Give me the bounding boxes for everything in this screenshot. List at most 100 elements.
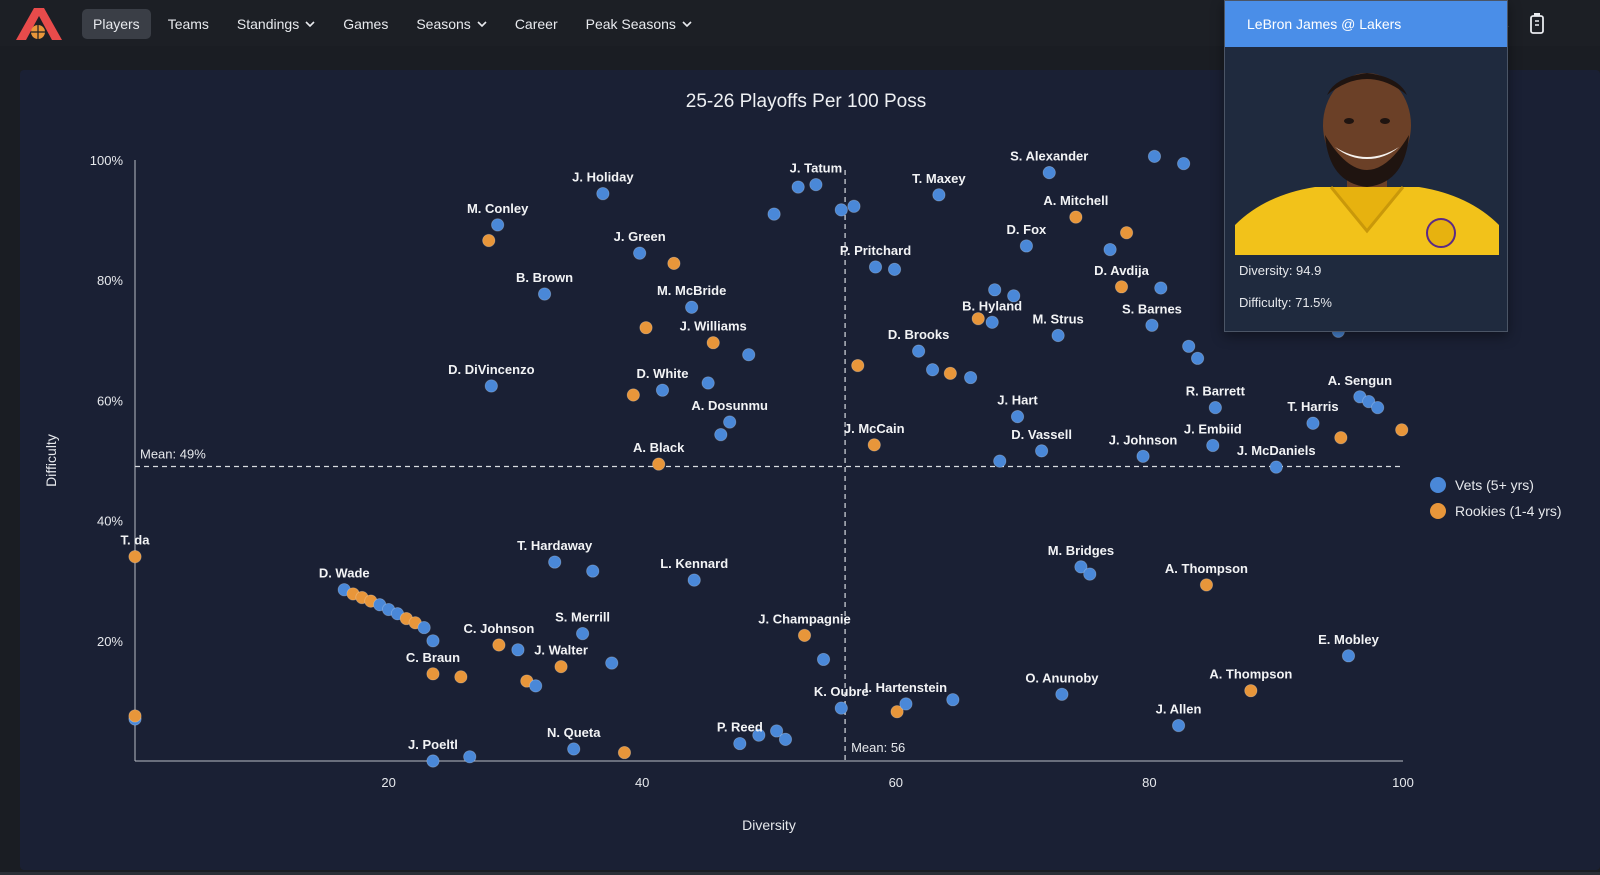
point-label: D. Avdija xyxy=(1094,263,1149,278)
data-point xyxy=(742,348,756,362)
data-point xyxy=(1190,351,1205,365)
data-point xyxy=(652,457,666,471)
point-label: M. Strus xyxy=(1032,311,1083,326)
data-point xyxy=(596,187,610,201)
data-point xyxy=(1042,166,1056,180)
data-point xyxy=(851,358,865,373)
data-point xyxy=(454,670,468,684)
point-label: D. Brooks xyxy=(888,327,949,342)
data-point xyxy=(809,178,823,192)
x-axis-label: Diversity xyxy=(742,817,796,833)
data-point xyxy=(1208,401,1222,415)
nav-item-label: Games xyxy=(343,16,389,32)
legend-item-vets[interactable]: Vets (5+ yrs) xyxy=(1430,472,1562,498)
nav-item-standings[interactable]: Standings xyxy=(226,9,326,39)
data-point xyxy=(964,370,978,385)
nav-item-label: Peak Seasons xyxy=(585,16,676,32)
data-point xyxy=(925,363,940,377)
point-label: N. Queta xyxy=(547,725,601,740)
data-point xyxy=(714,428,728,442)
chevron-down-icon xyxy=(305,21,315,27)
data-point xyxy=(537,287,552,301)
data-point xyxy=(617,745,632,760)
data-point xyxy=(1136,449,1150,463)
point-label: I. Hartenstein xyxy=(865,680,947,695)
logo-icon[interactable] xyxy=(14,6,64,42)
data-point xyxy=(1334,431,1348,445)
legend-item-rookies[interactable]: Rookies (1-4 yrs) xyxy=(1430,498,1562,524)
point-label: S. Barnes xyxy=(1122,301,1182,316)
nav-item-peak-seasons[interactable]: Peak Seasons xyxy=(575,9,703,39)
nav-item-seasons[interactable]: Seasons xyxy=(405,9,497,39)
data-point xyxy=(778,732,793,746)
point-label: T. da xyxy=(121,533,151,548)
point-label: P. Pritchard xyxy=(840,243,911,258)
point-label: J. Poeltl xyxy=(408,737,458,752)
point-label: A. Sengun xyxy=(1328,373,1392,388)
data-point xyxy=(1182,339,1196,353)
scatter-chart: 25-26 Playoffs Per 100 Poss 20% 40% 60% 80% 1… xyxy=(43,91,1414,833)
data-point xyxy=(1171,718,1186,733)
x-tick-label: 60 xyxy=(889,775,903,790)
point-label: T. Harris xyxy=(1287,399,1338,414)
data-point xyxy=(767,207,781,221)
data-point xyxy=(1341,649,1356,663)
point-label: M. McBride xyxy=(657,283,726,298)
point-label: J. Embiid xyxy=(1184,421,1242,436)
point-label: A. Thompson xyxy=(1209,667,1292,682)
data-point xyxy=(1035,444,1049,458)
data-point xyxy=(567,742,581,756)
point-label: M. Bridges xyxy=(1048,543,1114,558)
data-point xyxy=(687,573,701,587)
point-label: P. Reed xyxy=(717,720,763,735)
data-point xyxy=(1010,410,1025,424)
point-label: D. Fox xyxy=(1007,222,1047,237)
data-point xyxy=(1269,460,1283,474)
data-point xyxy=(548,555,562,569)
data-point xyxy=(426,667,440,681)
data-point xyxy=(985,315,999,329)
point-label: D. DiVincenzo xyxy=(448,362,535,377)
point-label: K. Oubre xyxy=(814,684,869,699)
point-label: T. Maxey xyxy=(912,171,966,186)
nav-item-career[interactable]: Career xyxy=(504,9,569,39)
data-point xyxy=(1147,149,1162,163)
y-tick-label: 40% xyxy=(97,514,123,529)
data-point xyxy=(993,454,1007,468)
data-point xyxy=(426,634,440,648)
point-label: J. Champagnie xyxy=(758,611,850,626)
player-photo xyxy=(1235,55,1499,255)
point-label: J. Johnson xyxy=(1109,432,1178,447)
data-point xyxy=(1362,395,1376,409)
data-point xyxy=(639,321,653,335)
data-point xyxy=(1119,226,1134,240)
data-point xyxy=(633,246,647,260)
point-label: D. Wade xyxy=(319,566,370,581)
y-tick-label: 60% xyxy=(97,393,123,408)
legend: Vets (5+ yrs) Rookies (1-4 yrs) xyxy=(1430,472,1562,524)
data-point xyxy=(1051,328,1065,343)
point-label: A. Black xyxy=(633,440,685,455)
data-point xyxy=(1145,318,1159,332)
mean-y-label: Mean: 49% xyxy=(140,447,206,462)
data-point xyxy=(816,652,831,667)
nav-item-teams[interactable]: Teams xyxy=(157,9,220,39)
data-point xyxy=(1055,687,1069,701)
nav-item-players[interactable]: Players xyxy=(82,9,151,39)
point-label: J. Walter xyxy=(534,643,588,658)
legend-label-rookies: Rookies (1-4 yrs) xyxy=(1455,503,1562,519)
point-label: A. Thompson xyxy=(1165,561,1248,576)
point-label: D. Vassell xyxy=(1011,427,1072,442)
nav-item-label: Teams xyxy=(167,16,209,32)
data-point xyxy=(867,438,881,452)
data-point xyxy=(890,705,904,719)
mean-x-label: Mean: 56 xyxy=(851,740,905,755)
data-point xyxy=(1103,242,1117,257)
nav-item-games[interactable]: Games xyxy=(332,9,399,39)
point-label: J. McDaniels xyxy=(1237,443,1316,458)
point-label: R. Barrett xyxy=(1186,384,1246,399)
y-tick-label: 20% xyxy=(97,634,123,649)
data-point xyxy=(426,754,440,768)
battery-icon[interactable] xyxy=(1524,10,1550,36)
point-label: O. Anunoby xyxy=(1025,670,1099,685)
